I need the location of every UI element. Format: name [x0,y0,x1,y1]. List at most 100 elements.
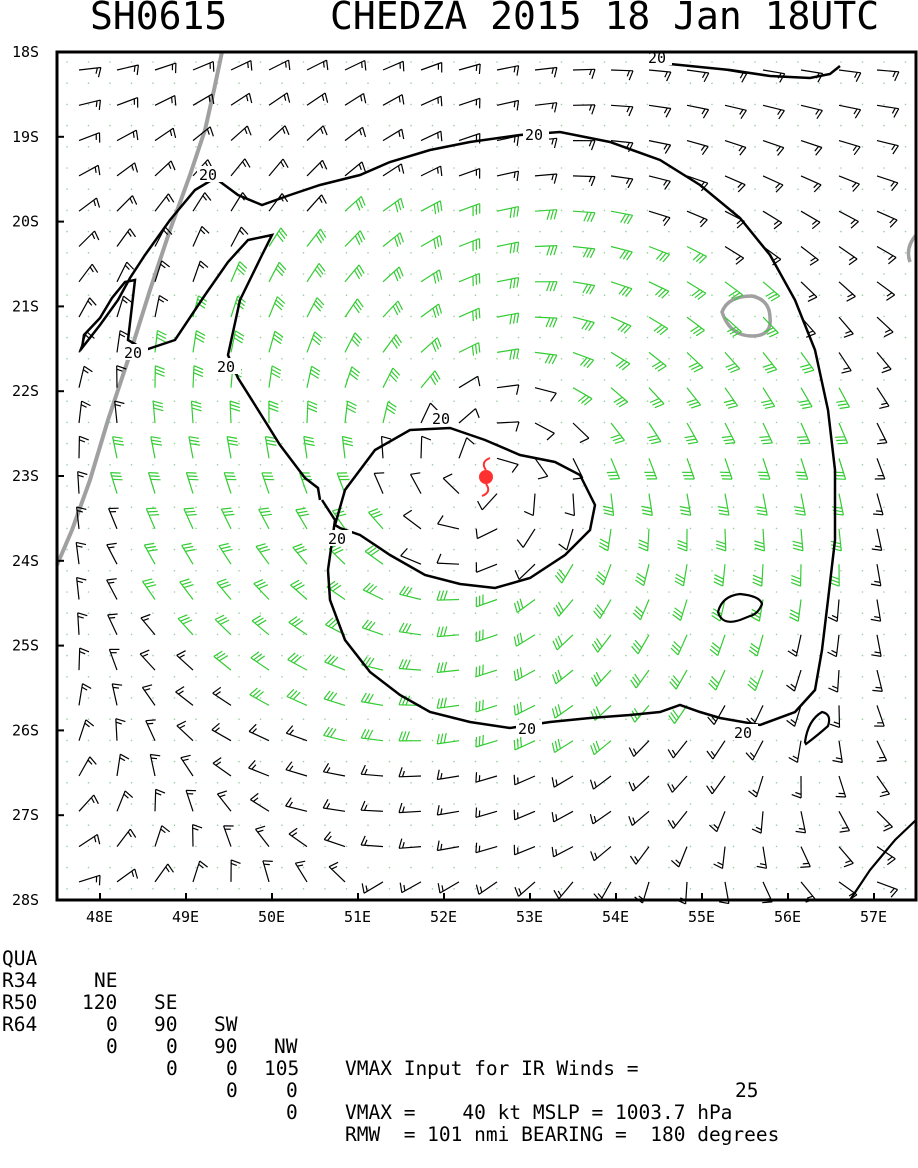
wind-barb-icon [763,282,780,301]
contour-label: 20 [199,166,217,184]
lon-tick-label: 51E [344,908,371,926]
wind-barb-icon [399,839,421,849]
wind-barb-icon [573,317,594,331]
wind-barb-icon [383,198,404,212]
wind-barb-icon [155,96,176,106]
wind-barb-icon [79,264,98,282]
wind-barb-icon [710,635,725,656]
wind-barb-icon [611,176,633,188]
contour-label: 20 [518,720,536,738]
wind-barb-icon [497,66,519,76]
wind-barb-icon [839,882,857,900]
wind-barb-icon [307,298,324,318]
wind-barb-icon [337,473,350,494]
wind-barb-icon [324,691,345,706]
wind-barb-icon [725,352,740,372]
wind-barb-icon [79,875,100,885]
wind-barb-icon [797,423,810,444]
wind-barb-icon [107,579,117,600]
wind-barb-icon [763,352,777,372]
wind-barb-icon [836,388,849,409]
wind-barb-icon [799,388,812,409]
wind-barb-icon [176,687,193,706]
wind-barb-icon [535,103,557,113]
wind-barb-icon [116,719,126,741]
wind-barb-icon [193,331,205,353]
wind-barb-icon [535,210,557,220]
wind-barb-icon [142,685,155,706]
wind-barb-icon [421,338,441,353]
wind-barb-icon [249,724,269,740]
wind-barb-icon [796,811,806,833]
wind-barb-icon [383,368,400,388]
wind-barb-icon [155,331,166,353]
wind-barb-icon [476,630,497,642]
wind-barb-icon [361,693,383,706]
wind-barb-icon [873,494,883,515]
info-row-r64: R64 0 0 0 0 RMW = 101 nmi BEARING = 180 … [2,992,49,1168]
wind-barb-icon [789,600,801,622]
wind-barb-icon [476,595,497,607]
wind-barb-icon [345,401,357,423]
wind-barb-icon [801,282,817,302]
wind-barb-icon [256,544,270,565]
wind-barb-icon [193,861,208,882]
wind-barb-icon [383,267,403,282]
wind-barb-icon [517,529,535,548]
wind-barb-icon [514,737,535,750]
wind-barb-icon [497,278,519,289]
wind-barb-icon [192,401,202,423]
wind-barb-icon [117,869,138,882]
wind-barb-icon [535,423,554,440]
wind-barb-icon [552,847,573,857]
wind-barb-icon [635,564,649,585]
wind-barb-icon [79,401,91,423]
wind-barb-icon [828,635,840,657]
wind-barb-icon [763,105,784,119]
wind-barb-icon [79,648,89,670]
wind-barb-icon [345,367,360,388]
wind-barb-icon [369,509,384,529]
wind-barb-icon [438,882,459,893]
wind-barb-icon [763,211,782,229]
wind-barb-icon [193,825,203,847]
wind-barb-icon [497,422,519,432]
wind-barb-icon [150,755,160,777]
wind-barb-icon [553,635,573,650]
wind-barb-icon [596,564,611,585]
wind-barb-icon [400,882,421,893]
wind-barb-icon [793,529,803,551]
wind-barb-icon [117,163,138,176]
wind-barb-icon [514,775,535,785]
wind-barb-icon [219,544,233,565]
wind-barb-icon [629,741,649,757]
lat-tick-label: 25S [12,637,39,655]
contour-label: 20 [124,344,142,362]
wind-barb-icon [535,317,557,327]
wind-barb-icon [79,100,100,110]
wind-barb-icon [214,651,231,670]
wind-barb-icon [231,93,252,105]
wind-barb-icon [707,776,725,794]
wind-barb-icon [79,366,92,387]
wind-barb-icon [155,826,170,847]
wind-barb-icon [633,600,649,620]
contour-label: 20 [328,530,346,548]
wind-barb-icon [362,882,383,893]
wind-barb-icon [725,141,746,156]
wind-barb-icon [573,352,594,367]
wind-barb-icon [345,196,365,211]
wind-barb-icon [153,401,163,423]
wind-barb-icon [421,131,442,141]
wind-barb-icon [140,650,155,670]
wind-barb-icon [554,882,573,899]
wind-barb-icon [117,65,138,75]
wind-barb-icon [459,169,480,179]
wind-barb-icon [111,473,123,494]
wind-barb-icon [141,615,155,635]
wind-barb-icon [193,366,203,388]
wind-barb-icon [193,296,207,317]
wind-barb-icon [117,130,138,140]
wind-barb-icon [79,720,94,741]
